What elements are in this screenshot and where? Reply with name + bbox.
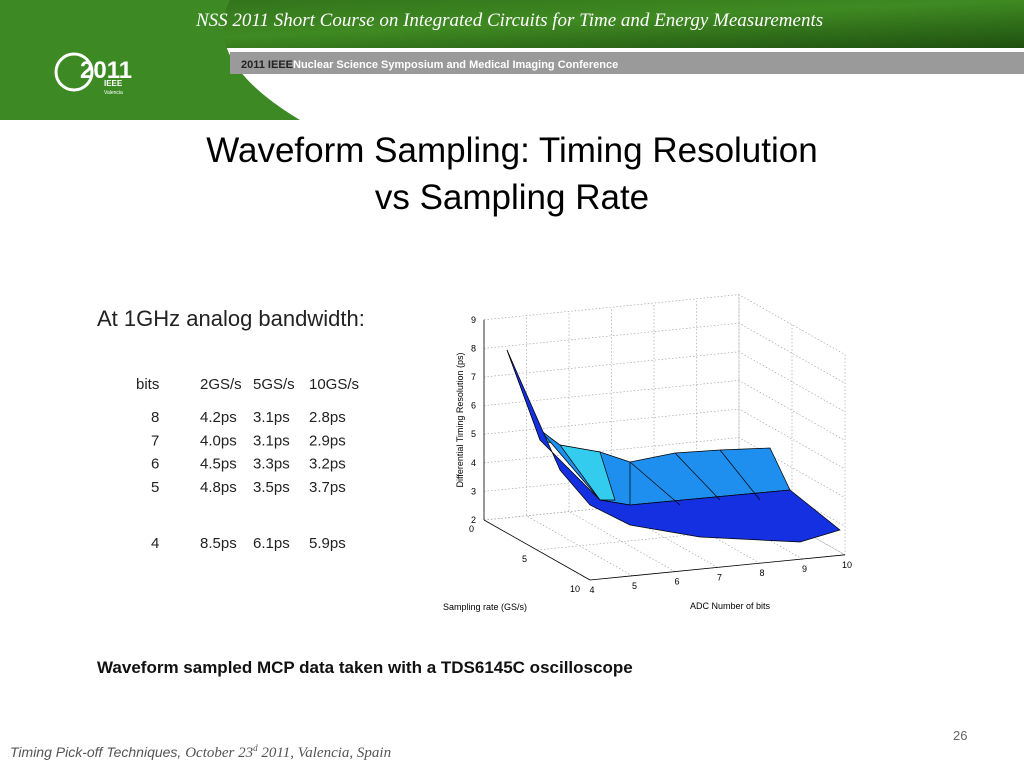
y-tick-label: 4 <box>589 585 594 595</box>
surface-patch <box>559 444 616 501</box>
surface-mesh <box>674 452 721 501</box>
table-cell: 8 <box>151 409 159 426</box>
x-tick-label: 0 <box>469 524 474 534</box>
surface-patch <box>506 349 561 446</box>
table-cell: 5.9ps <box>309 535 346 552</box>
y-tick-label: 6 <box>674 577 679 587</box>
y-tick-label: 7 <box>717 572 722 582</box>
y-tick-label: 5 <box>632 581 637 591</box>
logo-ring <box>54 52 94 92</box>
table-cell: 4.2ps <box>200 409 237 426</box>
y-axis-title: ADC Number of bits <box>690 601 771 611</box>
caption: Waveform sampled MCP data taken with a T… <box>97 658 633 677</box>
table-cell: 7 <box>151 432 159 449</box>
slide-title: vs Sampling Rate <box>375 178 649 217</box>
footer: Timing Pick-off Techniques, October 23d … <box>10 743 391 761</box>
footer-rest: 2011, Valencia, Spain <box>258 745 391 761</box>
table-cell: 5 <box>151 479 159 496</box>
grid-line <box>483 294 846 355</box>
z-tick-label: 5 <box>471 429 476 439</box>
grid-line <box>483 351 846 413</box>
z-tick-label: 8 <box>471 343 476 353</box>
page-number: 26 <box>953 728 967 743</box>
table-header: 10GS/s <box>309 376 359 393</box>
grid-line <box>483 322 846 384</box>
table-cell: 3.5ps <box>253 479 290 496</box>
table-cell: 6.1ps <box>253 535 290 552</box>
table-cell: 3.3ps <box>253 456 290 473</box>
y-tick-label: 8 <box>759 568 764 578</box>
z-axis-title: Differential Timing Resolution (ps) <box>455 353 465 488</box>
y-tick-label: 10 <box>842 560 852 570</box>
table-cell: 3.1ps <box>253 432 290 449</box>
z-tick-label: 9 <box>471 315 476 325</box>
axis-line <box>483 519 591 581</box>
table-cell: 3.7ps <box>309 479 346 496</box>
table-cell: 4 <box>151 535 159 552</box>
surface-mesh <box>719 449 761 501</box>
table-header: 5GS/s <box>253 376 295 393</box>
table-cell: 4.5ps <box>200 456 237 473</box>
logo-city: Valencia <box>104 90 123 96</box>
table-header: 2GS/s <box>200 376 242 393</box>
table-cell: 6 <box>151 456 159 473</box>
logo-year: 2011 <box>80 57 132 84</box>
surface-patch <box>506 349 841 543</box>
conference-name: Nuclear Science Symposium and Medical Im… <box>293 59 618 71</box>
slide-title: Waveform Sampling: Timing Resolution <box>206 131 817 170</box>
course-title: NSS 2011 Short Course on Integrated Circ… <box>195 10 823 31</box>
conference-year: 2011 IEEE <box>241 59 293 71</box>
x-axis-title: Sampling rate (GS/s) <box>443 602 527 612</box>
footer-text: Timing Pick-off Techniques, <box>10 744 185 760</box>
table-header: bits <box>136 376 159 393</box>
grid-line <box>483 380 846 441</box>
z-tick-label: 2 <box>471 515 476 525</box>
grid-line <box>568 311 676 572</box>
table-cell: 4.0ps <box>200 432 237 449</box>
surface-mesh <box>629 461 681 506</box>
table-cell: 2.8ps <box>309 409 346 426</box>
conference-bar <box>230 52 1024 74</box>
table-cell: 3.1ps <box>253 409 290 426</box>
x-tick-label: 5 <box>522 554 527 564</box>
y-tick-label: 9 <box>802 564 807 574</box>
z-tick-label: 4 <box>471 458 476 468</box>
z-tick-label: 7 <box>471 372 476 382</box>
logo-ieee: IEEE <box>104 79 123 88</box>
subtitle: At 1GHz analog bandwidth: <box>97 306 365 331</box>
table-cell: 8.5ps <box>200 535 237 552</box>
table-cell: 2.9ps <box>309 432 346 449</box>
surface-plot: 2 3 4 5 6 7 8 9 4 5 6 7 8 9 10 0 5 10 Differential Timing … <box>443 294 852 612</box>
table: bits 2GS/s 5GS/s 10GS/s 8 4.2ps 3.1ps 2.8ps 7 4.0… <box>136 376 359 552</box>
z-tick-label: 6 <box>471 401 476 411</box>
axis-line <box>589 554 846 581</box>
z-tick-label: 3 <box>471 486 476 496</box>
footer-date: October 23 <box>185 745 253 761</box>
table-cell: 3.2ps <box>309 456 346 473</box>
grid-line <box>526 315 633 577</box>
footer-sup: d <box>253 743 258 753</box>
table-cell: 4.8ps <box>200 479 237 496</box>
x-tick-label: 10 <box>570 584 580 594</box>
